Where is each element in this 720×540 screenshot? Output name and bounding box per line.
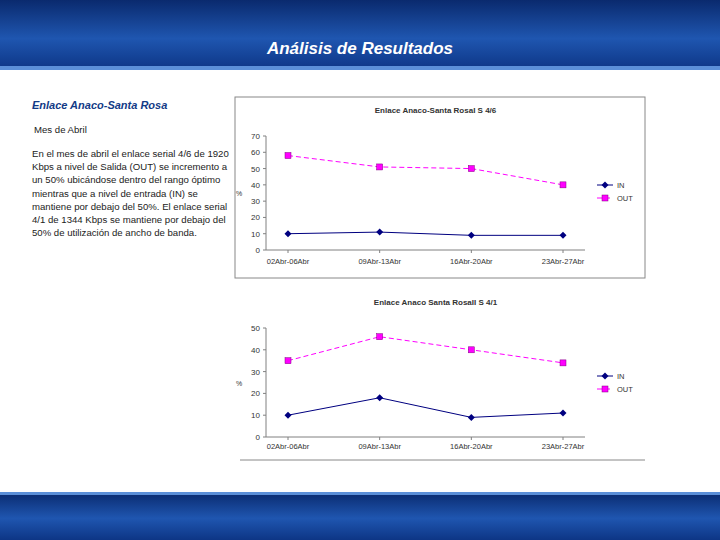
- marker: [468, 347, 474, 353]
- marker: [468, 166, 474, 172]
- y-tick-label: 10: [251, 230, 260, 239]
- y-axis-label: %: [236, 190, 242, 197]
- body-text: En el mes de abril el enlace serial 4/6 …: [32, 147, 232, 239]
- y-tick-label: 20: [251, 389, 260, 398]
- y-tick-label: 20: [251, 213, 260, 222]
- x-tick-label: 02Abr-06Abr: [267, 442, 310, 451]
- x-tick-label: 23Abr-27Abr: [542, 442, 585, 451]
- legend-marker: [602, 182, 609, 189]
- y-tick: [263, 371, 266, 372]
- series-line: [288, 232, 563, 235]
- y-tick: [263, 184, 266, 185]
- y-axis: [266, 328, 267, 437]
- x-tick-label: 09Abr-13Abr: [358, 257, 401, 266]
- marker: [376, 394, 383, 401]
- slide-title: Análisis de Resultados: [266, 39, 453, 58]
- marker: [285, 230, 292, 237]
- footer-edge: [0, 492, 720, 495]
- y-tick: [263, 328, 266, 329]
- y-tick: [263, 217, 266, 218]
- chart-title: Enlace Anaco-Santa RosaI S 4/6: [375, 106, 497, 115]
- x-tick-label: 16Abr-20Abr: [450, 257, 493, 266]
- marker: [560, 360, 566, 366]
- chart-frame: [235, 97, 645, 278]
- y-tick: [263, 136, 266, 137]
- x-tick-label: 16Abr-20Abr: [450, 442, 493, 451]
- series-line: [288, 156, 563, 185]
- legend-marker: [602, 195, 608, 201]
- y-tick: [263, 349, 266, 350]
- header-edge: [0, 66, 720, 70]
- x-tick: [471, 437, 472, 440]
- chart-base-line: [240, 460, 645, 461]
- slide-heading: Enlace Anaco-Santa Rosa: [32, 99, 167, 111]
- x-tick: [379, 437, 380, 440]
- y-tick-label: 50: [251, 324, 260, 333]
- y-tick-label: 60: [251, 148, 260, 157]
- x-axis: [266, 250, 585, 251]
- chart-title: Enlace Anaco Santa RosaII S 4/1: [374, 298, 498, 307]
- y-axis: [266, 136, 267, 250]
- legend-label: IN: [617, 372, 625, 381]
- legend-marker: [602, 373, 609, 380]
- y-tick-label: 0: [256, 246, 261, 255]
- slide-subheading: Mes de Abril: [34, 124, 87, 135]
- legend-label: OUT: [617, 194, 633, 203]
- y-tick-label: 0: [256, 433, 261, 442]
- x-tick: [563, 250, 564, 253]
- marker: [560, 182, 566, 188]
- y-tick: [263, 437, 266, 438]
- y-axis-label: %: [236, 380, 242, 387]
- marker: [377, 334, 383, 340]
- y-tick: [263, 415, 266, 416]
- y-tick-label: 40: [251, 346, 260, 355]
- series-line: [288, 398, 563, 418]
- x-tick: [563, 437, 564, 440]
- marker: [285, 358, 291, 364]
- marker: [377, 164, 383, 170]
- y-tick: [263, 201, 266, 202]
- marker: [560, 232, 567, 239]
- x-axis: [266, 437, 585, 438]
- legend-label: IN: [617, 181, 625, 190]
- x-tick: [471, 250, 472, 253]
- y-tick: [263, 168, 266, 169]
- x-tick: [288, 250, 289, 253]
- x-tick: [379, 250, 380, 253]
- footer-band: [0, 492, 720, 540]
- marker: [285, 412, 292, 419]
- y-tick-label: 40: [251, 181, 260, 190]
- x-tick-label: 09Abr-13Abr: [358, 442, 401, 451]
- chart: Enlace Anaco-Santa RosaI S 4/6% 0 10 20 30 40…: [235, 97, 645, 278]
- x-tick: [288, 437, 289, 440]
- y-tick-label: 30: [251, 368, 260, 377]
- y-tick-label: 10: [251, 411, 260, 420]
- y-tick-label: 50: [251, 165, 260, 174]
- marker: [468, 414, 475, 421]
- x-tick-label: 02Abr-06Abr: [267, 257, 310, 266]
- header-band: [0, 0, 720, 70]
- y-tick: [263, 393, 266, 394]
- series-line: [288, 337, 563, 363]
- plot-area: [285, 153, 567, 239]
- marker: [285, 153, 291, 159]
- y-tick-label: 30: [251, 197, 260, 206]
- chart: Enlace Anaco Santa RosaII S 4/1% 0 10 20 30 4…: [236, 298, 645, 460]
- marker: [468, 232, 475, 239]
- legend-marker: [602, 386, 608, 392]
- y-tick: [263, 233, 266, 234]
- legend-label: OUT: [617, 385, 633, 394]
- y-tick: [263, 250, 266, 251]
- x-tick-label: 23Abr-27Abr: [542, 257, 585, 266]
- y-tick: [263, 152, 266, 153]
- plot-area: [285, 334, 567, 421]
- marker: [560, 410, 567, 417]
- marker: [376, 229, 383, 236]
- y-tick-label: 70: [251, 132, 260, 141]
